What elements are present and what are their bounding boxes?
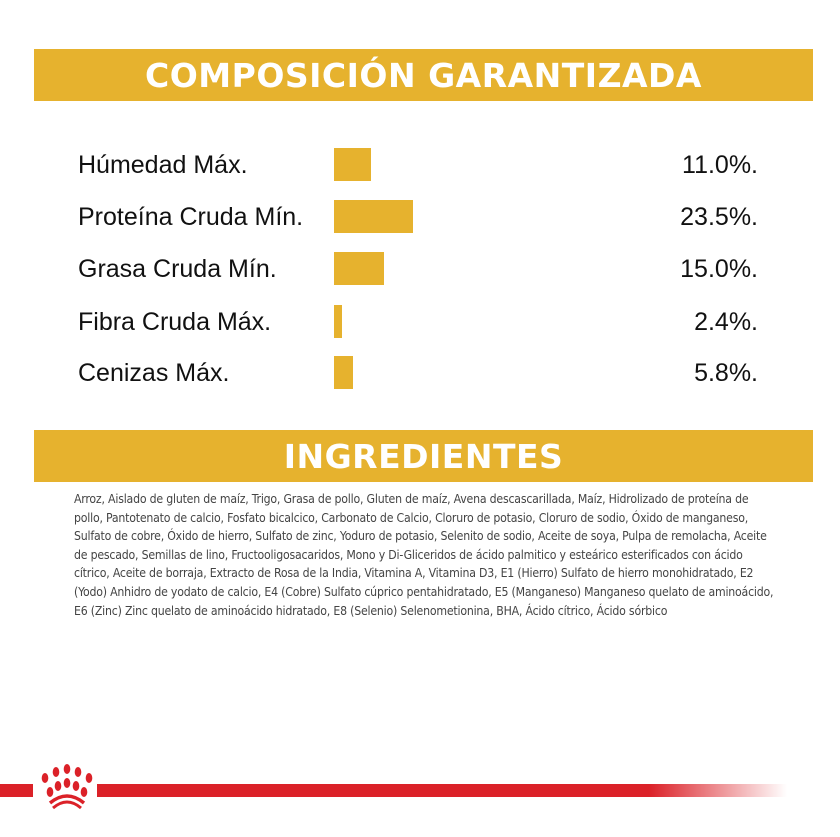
composition-banner: COMPOSICIÓN GARANTIZADA [34,49,813,101]
composition-row: Fibra Cruda Máx. 2.4%. [78,305,778,339]
ingredients-title: INGREDIENTES [283,437,564,476]
nutrient-bar [334,148,371,181]
nutrient-label: Fibra Cruda Máx. [78,308,272,336]
ingredients-text: Arroz, Aislado de gluten de maíz, Trigo,… [74,492,774,618]
footer-red-line-left [0,784,33,797]
nutrient-bar [334,252,385,285]
nutrient-label: Grasa Cruda Mín. [78,255,277,283]
composition-title: COMPOSICIÓN GARANTIZADA [145,56,702,95]
nutrient-value: 23.5%. [680,203,758,231]
nutrient-label: Húmedad Máx. [78,151,248,179]
composition-row: Proteína Cruda Mín. 23.5%. [78,200,778,234]
nutrient-bar [334,200,413,233]
nutrient-label: Cenizas Máx. [78,359,230,387]
composition-row: Cenizas Máx. 5.8%. [78,356,778,390]
nutrient-bar [334,356,354,389]
nutrient-value: 5.8%. [694,359,758,387]
composition-row: Grasa Cruda Mín. 15.0%. [78,252,778,286]
nutrient-label: Proteína Cruda Mín. [78,203,304,231]
composition-row: Húmedad Máx. 11.0%. [78,148,778,182]
nutrient-bar [334,305,343,338]
ingredients-banner: INGREDIENTES [34,430,813,482]
nutrient-value: 11.0%. [682,151,758,179]
nutrient-value: 2.4%. [694,308,758,336]
royal-canin-crown-icon [41,764,93,810]
nutrient-value: 15.0%. [680,255,758,283]
footer-red-line-right [97,784,787,797]
